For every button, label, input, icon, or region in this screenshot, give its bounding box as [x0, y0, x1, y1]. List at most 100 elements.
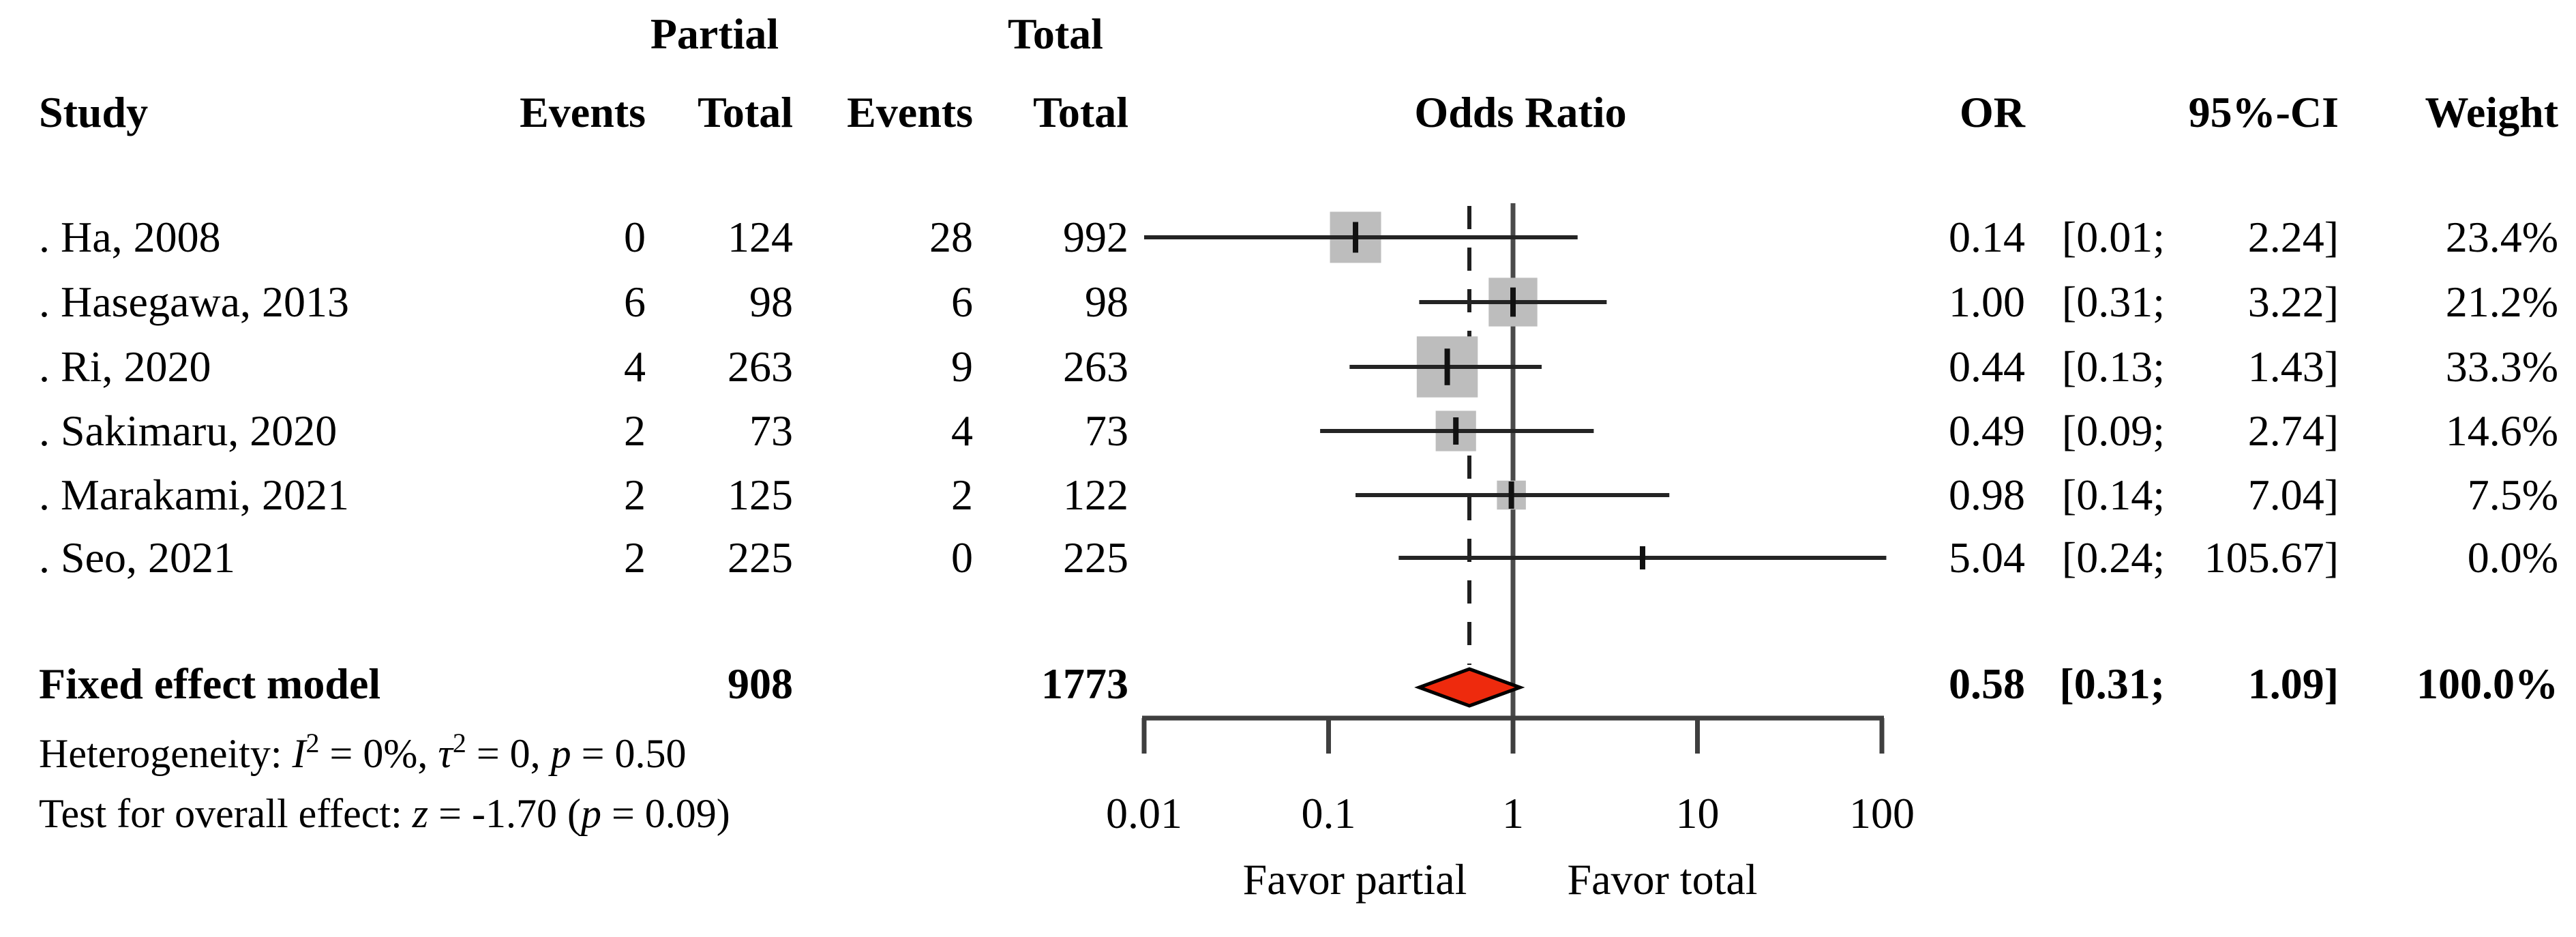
column-header-weight: Weight: [2425, 88, 2558, 136]
favor-right-label: Favor total: [1567, 855, 1758, 904]
study-name: . Marakami, 2021: [39, 471, 349, 519]
total-total: 225: [1063, 533, 1128, 582]
weight-value: 33.3%: [2445, 342, 2558, 391]
column-header-events-partial: Events: [520, 88, 646, 136]
study-row: . Seo, 2021 2 225 0 225 5.04 [0.24; 105.67] 0.0%: [0, 525, 2576, 591]
ci-low-value: [0.31;: [2061, 278, 2165, 326]
group-header-total: Total: [1008, 10, 1103, 58]
footnote-segment: Test for overall effect:: [39, 791, 413, 836]
total-total: 1773: [1041, 659, 1128, 708]
weight-value: 21.2%: [2445, 278, 2558, 326]
or-value: 0.14: [1949, 213, 2025, 261]
point-estimate-marker: [1453, 417, 1459, 445]
footnote-segment: z: [412, 791, 429, 836]
or-value: 0.44: [1949, 342, 2025, 391]
total-total: 73: [1085, 406, 1128, 455]
footnote-segment: 2: [452, 728, 466, 758]
point-estimate-marker: [1640, 546, 1646, 569]
point-estimate-marker: [1444, 348, 1450, 385]
axis-tick-label: 100: [1849, 789, 1915, 837]
study-row: . Sakimaru, 2020 2 73 4 73 0.49 [0.09; 2.74] 14.…: [0, 398, 2576, 464]
column-header-or: OR: [1960, 88, 2025, 136]
study-name: . Ha, 2008: [39, 213, 221, 261]
total-partial: 98: [749, 278, 793, 326]
column-header-ci: 95%-CI: [2188, 88, 2339, 136]
total-partial: 124: [728, 213, 793, 261]
total-partial: 73: [749, 406, 793, 455]
ci-low-value: [0.01;: [2061, 213, 2165, 261]
column-header-total-partial: Total: [698, 88, 793, 136]
or-value: 0.49: [1949, 406, 2025, 455]
ci-high-value: 1.09]: [2247, 659, 2339, 708]
total-total: 992: [1063, 213, 1128, 261]
events-partial: 4: [624, 342, 646, 391]
or-value: 1.00: [1949, 278, 2025, 326]
events-total: 0: [951, 533, 973, 582]
column-header-odds-ratio: Odds Ratio: [1414, 88, 1627, 136]
footnote-segment: = 0.09): [601, 791, 730, 836]
total-total: 122: [1063, 471, 1128, 519]
total-partial: 225: [728, 533, 793, 582]
total-total: 263: [1063, 342, 1128, 391]
events-partial: 6: [624, 278, 646, 326]
summary-diamond: [1414, 667, 1525, 708]
point-estimate-marker: [1510, 287, 1516, 317]
weight-value: 7.5%: [2467, 471, 2558, 519]
ci-low-value: [0.13;: [2061, 342, 2165, 391]
events-partial: 2: [624, 533, 646, 582]
ci-high-value: 7.04]: [2247, 471, 2339, 519]
summary-label: Fixed effect model: [39, 659, 381, 708]
column-header-study: Study: [39, 88, 149, 136]
or-value: 0.58: [1949, 659, 2025, 708]
footnote-segment: τ: [438, 731, 453, 776]
events-partial: 2: [624, 406, 646, 455]
or-value: 0.98: [1949, 471, 2025, 519]
weight-value: 0.0%: [2467, 533, 2558, 582]
study-name: . Ri, 2020: [39, 342, 211, 391]
events-total: 4: [951, 406, 973, 455]
total-total: 98: [1085, 278, 1128, 326]
axis-tick-label: 1: [1502, 789, 1524, 837]
weight-value: 14.6%: [2445, 406, 2558, 455]
ci-low-value: [0.09;: [2061, 406, 2165, 455]
events-total: 28: [929, 213, 973, 261]
study-row: . Hasegawa, 2013 6 98 6 98 1.00 [0.31; 3.22] 21.…: [0, 269, 2576, 335]
ci-high-value: 3.22]: [2247, 278, 2339, 326]
ci-low-value: [0.24;: [2061, 533, 2165, 582]
ci-low-value: [0.31;: [2059, 659, 2165, 708]
favor-labels-row: Favor partial Favor total: [0, 847, 2576, 912]
study-row: . Ri, 2020 4 263 9 263 0.44 [0.13; 1.43] 33.3%: [0, 334, 2576, 400]
footnote-segment: = 0,: [466, 731, 551, 776]
total-partial: 125: [728, 471, 793, 519]
axis-tick-label: 10: [1675, 789, 1720, 837]
group-header-row: Partial Total: [0, 1, 2576, 67]
heterogeneity-note: Heterogeneity: I2 = 0%, τ2 = 0, p = 0.50: [39, 721, 687, 786]
study-name: . Hasegawa, 2013: [39, 278, 349, 326]
group-header-partial: Partial: [650, 10, 779, 58]
footnote-segment: 2: [305, 728, 320, 758]
footnote-segment: p: [580, 791, 601, 836]
events-partial: 0: [624, 213, 646, 261]
weight-value: 100.0%: [2416, 659, 2558, 708]
column-header-row: Study Events Total Events Total Odds Rat…: [0, 80, 2576, 145]
ci-high-value: 2.74]: [2247, 406, 2339, 455]
favor-left-label: Favor partial: [1242, 855, 1467, 904]
column-header-total-total: Total: [1033, 88, 1128, 136]
study-row: . Ha, 2008 0 124 28 992 0.14 [0.01; 2.24] 23.4%: [0, 205, 2576, 270]
summary-row: Fixed effect model 908 1773 0.58 [0.31; 1.09]…: [0, 651, 2576, 717]
ci-low-value: [0.14;: [2061, 471, 2165, 519]
footnote-segment: = 0%,: [319, 731, 438, 776]
study-row: . Marakami, 2021 2 125 2 122 0.98 [0.14; 7.04] 7…: [0, 462, 2576, 528]
footnote-segment: p: [550, 731, 571, 776]
ci-high-value: 105.67]: [2204, 533, 2339, 582]
events-total: 2: [951, 471, 973, 519]
point-estimate-marker: [1508, 481, 1514, 509]
point-estimate-marker: [1353, 222, 1359, 253]
footnote-segment: = -1.70 (: [428, 791, 581, 836]
column-header-events-total: Events: [847, 88, 973, 136]
axis-tick-label: 0.01: [1106, 789, 1182, 837]
or-value: 5.04: [1949, 533, 2025, 582]
footnote-segment: Heterogeneity:: [39, 731, 293, 776]
